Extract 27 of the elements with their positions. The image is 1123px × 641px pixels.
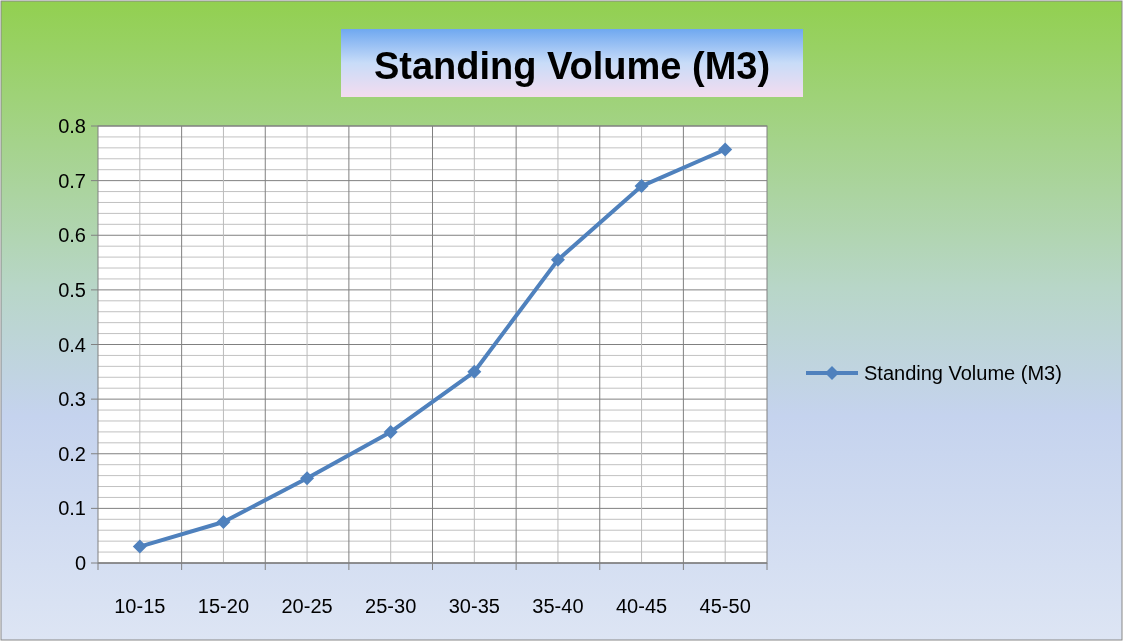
point xyxy=(550,252,565,267)
y-tick-label: 0.3 xyxy=(58,388,86,411)
x-tick-label: 25-30 xyxy=(365,595,417,617)
legend-label: Standing Volume (M3) xyxy=(864,362,1062,384)
y-tick-label: 0.4 xyxy=(58,333,86,356)
point xyxy=(383,424,398,439)
x-tick-label: 15-20 xyxy=(197,595,250,617)
x-tick-label: 30-35 xyxy=(448,595,500,617)
x-tick-label: 20-25 xyxy=(281,595,333,617)
y-tick-label: 0 xyxy=(74,552,86,574)
y-tick-label: 0.8 xyxy=(58,115,86,137)
chart-title: Standing Volume (M3) xyxy=(373,45,771,87)
y-tick-label: 0.2 xyxy=(58,442,86,465)
point xyxy=(467,364,482,379)
point xyxy=(718,142,733,157)
y-tick-label: 0.6 xyxy=(58,224,86,247)
y-tick-label: 0.1 xyxy=(58,497,86,520)
point xyxy=(216,515,231,530)
y-tick-label: 0.5 xyxy=(58,278,86,301)
x-tick-label: 35-40 xyxy=(532,595,584,617)
point xyxy=(634,179,649,194)
y-tick-label: 0.7 xyxy=(58,169,86,192)
x-tick-label: 40-45 xyxy=(615,595,668,617)
point xyxy=(132,539,147,554)
x-tick-label: 10-15 xyxy=(114,595,166,617)
point xyxy=(300,471,315,486)
x-tick-label: 45-50 xyxy=(699,595,751,617)
